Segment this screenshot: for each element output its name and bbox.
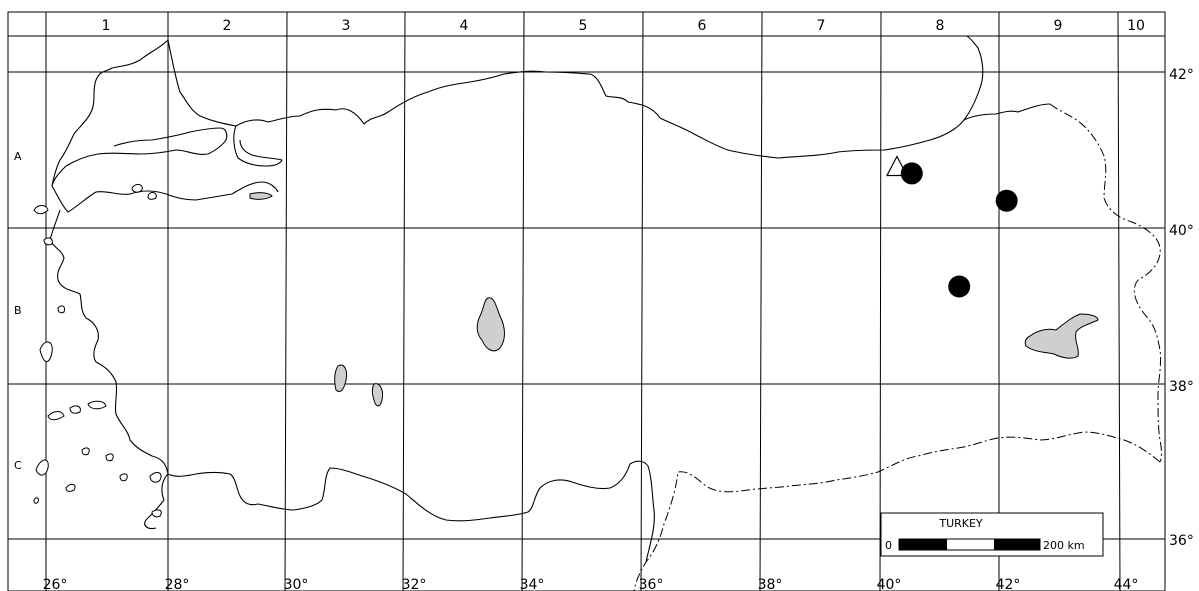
occurrence-markers [885,155,1018,298]
southern-border [633,431,1161,591]
column-label: 3 [342,18,351,34]
black-sea-coastline [167,35,984,159]
marmara-coastline [51,181,279,213]
aegean-coastline [49,209,169,475]
row-label: B [14,304,22,317]
islands [33,183,162,518]
circle-marker [900,162,923,185]
lakes [249,192,1099,407]
lake-van [1024,313,1099,359]
column-labels: 1 2 3 4 5 6 7 8 9 10 [102,18,1145,34]
marmara-coastline [51,39,228,187]
aegean-coastline [144,499,165,530]
lake-sapanca [249,192,273,200]
longitude-label: 26° [43,577,68,591]
longitude-label: 28° [165,577,190,591]
scale-end-label: 200 km [1043,539,1085,552]
longitude-label: 44° [1114,577,1139,591]
latitude-label: 38° [1169,379,1194,395]
longitude-label: 32° [402,577,427,591]
column-label: 4 [460,18,469,34]
longitude-label: 42° [996,577,1021,591]
lake-egirdir [372,383,383,407]
longitude-label: 30° [284,577,309,591]
black-sea-coastline [963,103,1051,121]
latitude-labels: 42° 40° 38° 36° [1169,67,1194,549]
column-label: 6 [698,18,707,34]
longitude-label: 36° [639,577,664,591]
mediterranean-coastline [161,460,655,563]
latitude-label: 36° [1169,533,1194,549]
longitude-label: 38° [758,577,783,591]
latitude-label: 40° [1169,223,1194,239]
scale-start-label: 0 [885,539,892,552]
column-label: 10 [1127,18,1145,34]
row-label: C [14,459,22,472]
grid-column-lines [45,11,1121,591]
longitude-label: 40° [877,577,902,591]
latitude-label: 42° [1169,67,1194,83]
column-label: 1 [102,18,111,34]
row-labels: A B C [14,150,22,472]
column-label: 7 [817,18,826,34]
column-label: 2 [223,18,232,34]
lake-beysehir [334,364,347,393]
column-label: 8 [936,18,945,34]
row-label: A [14,150,22,163]
longitude-label: 34° [520,577,545,591]
map-frame [7,11,1166,591]
circle-marker [995,189,1018,212]
legend-title: TURKEY [938,517,983,530]
lake-tuz [476,297,505,352]
circle-marker [948,275,971,298]
column-label: 9 [1054,18,1063,34]
legend-box: TURKEY 0 200 km [880,512,1104,557]
eastern-border [1049,103,1162,463]
scale-bar [898,538,1041,551]
longitude-labels: 26° 28° 30° 32° 34° 36° 38° 40° 42° 44° [43,577,1139,591]
marmara-coastline [233,125,283,167]
column-label: 5 [579,18,588,34]
grid-row-lines [8,71,1165,540]
